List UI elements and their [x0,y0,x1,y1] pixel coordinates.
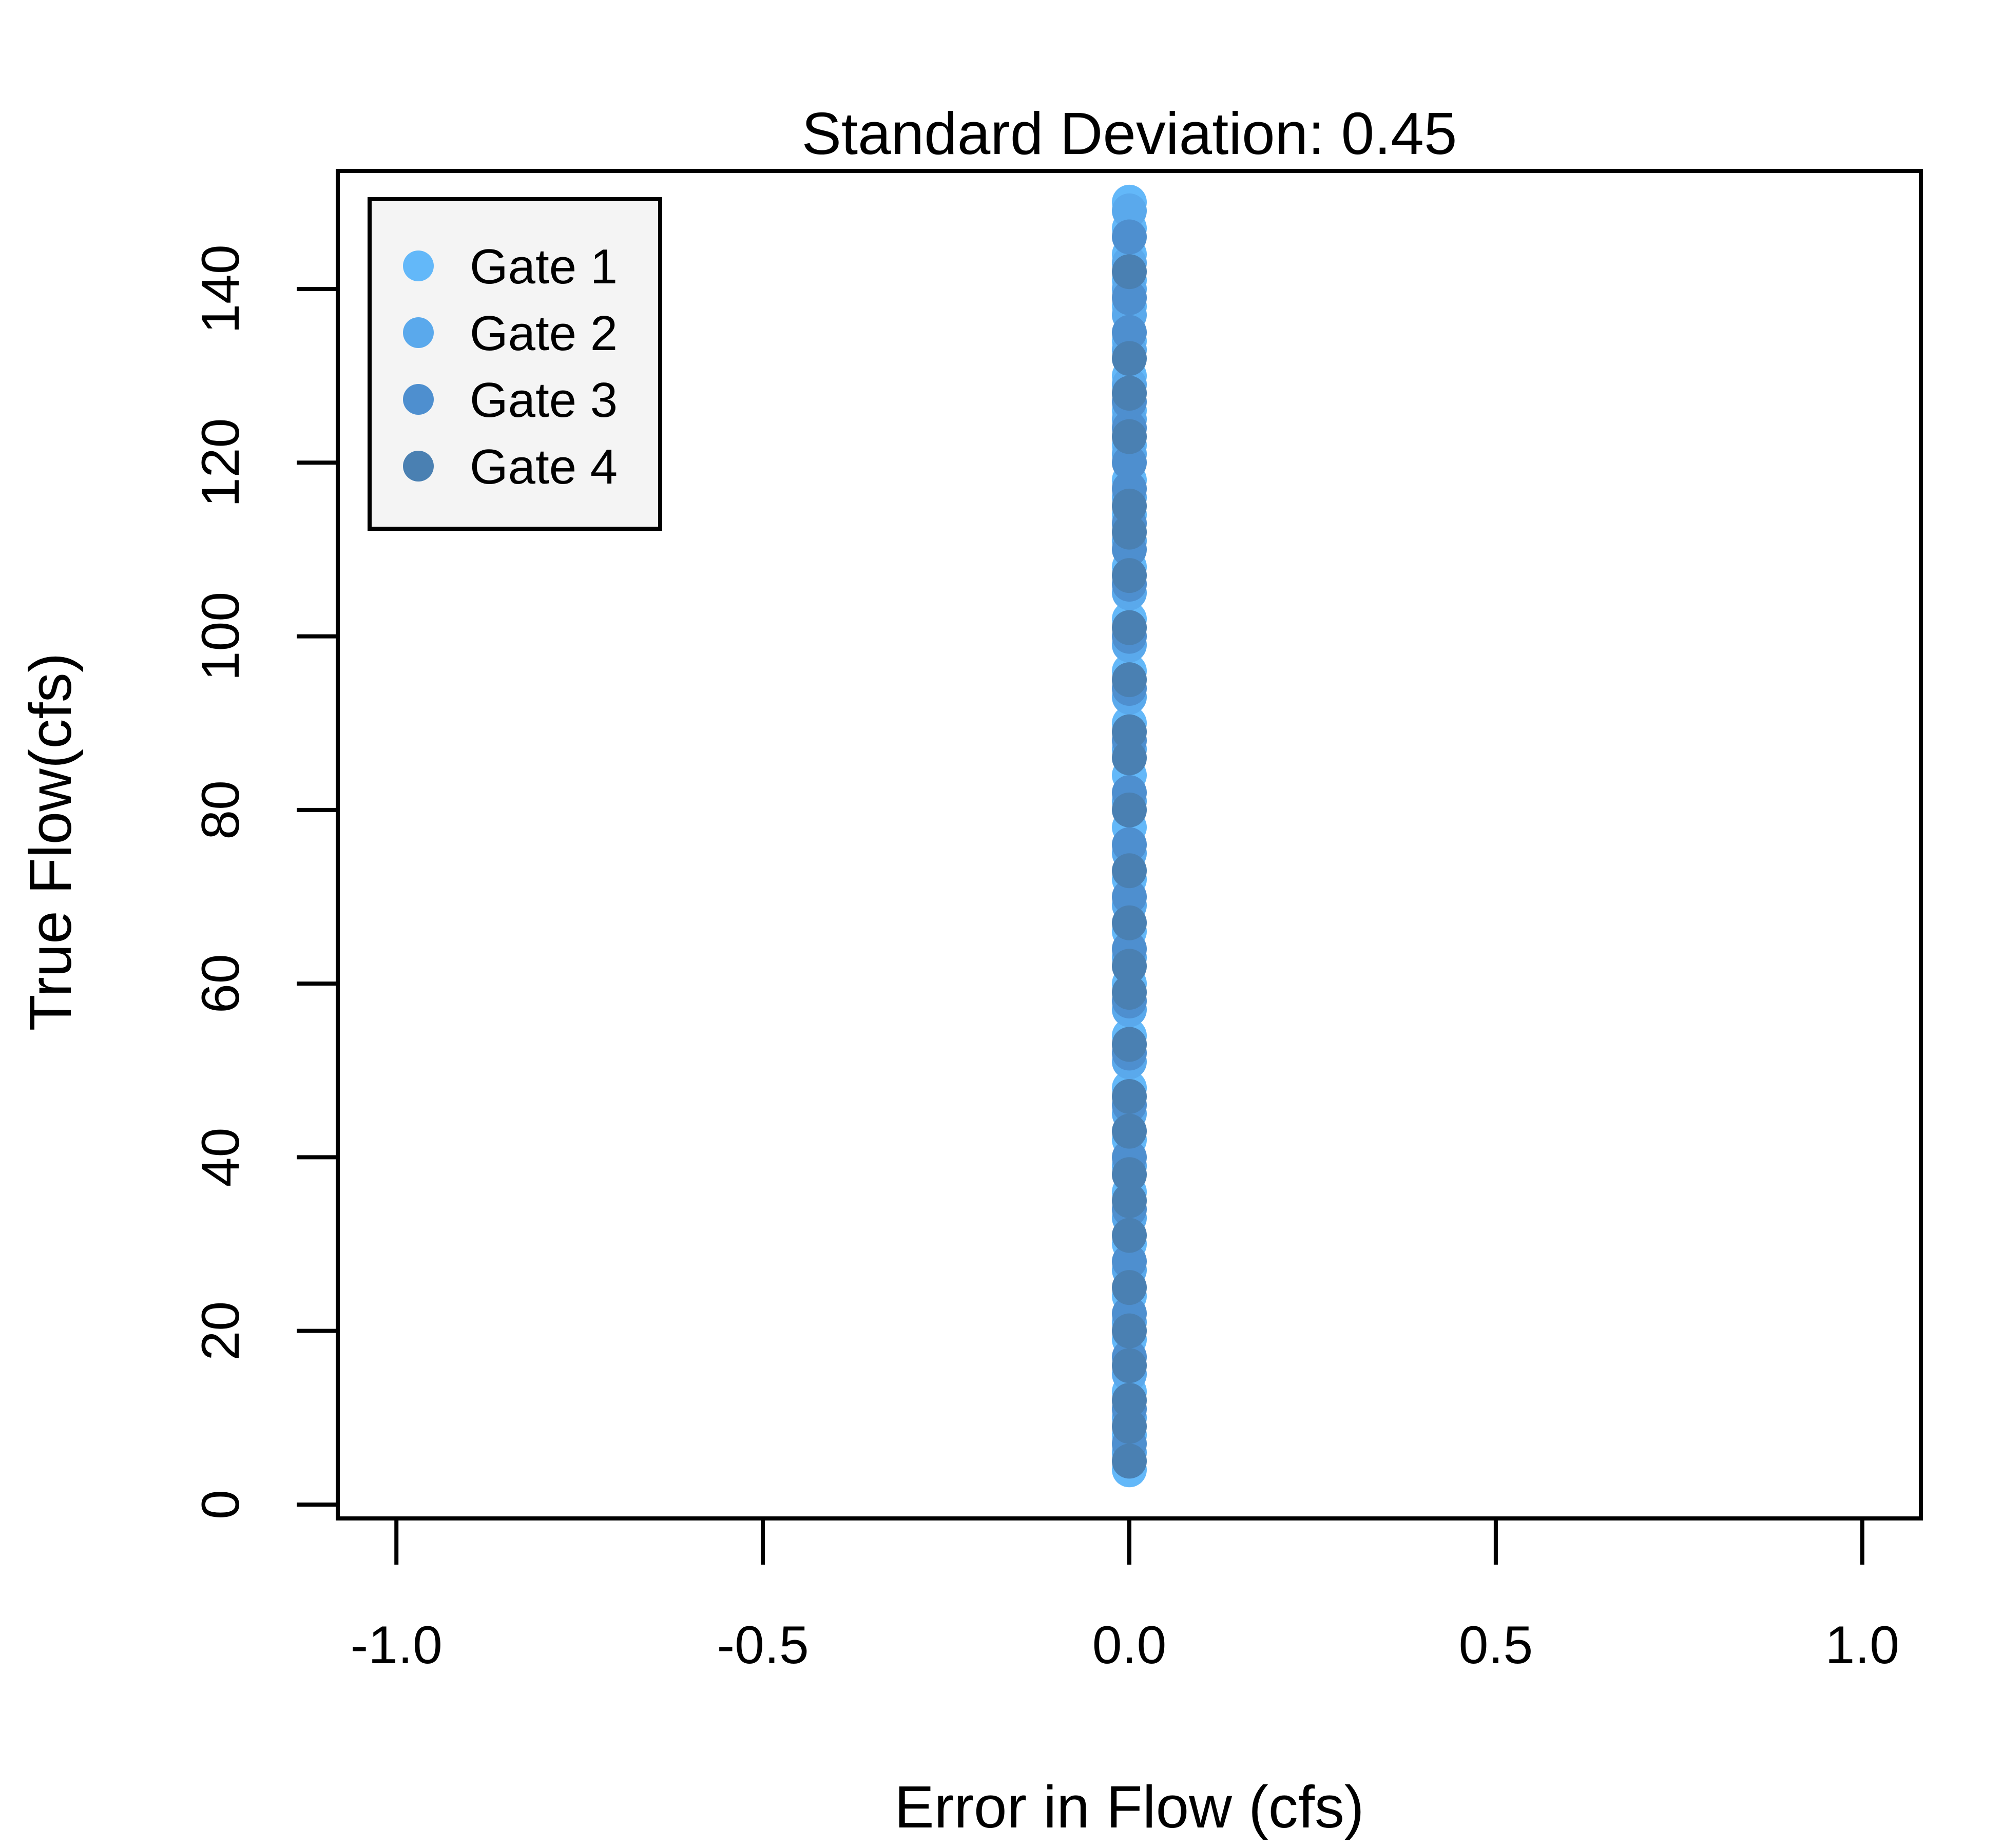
data-points [1112,184,1147,1488]
data-point [1112,1382,1147,1418]
y-tick-label: 60 [191,954,251,1013]
data-point [1112,1270,1147,1305]
legend-entry: Gate 2 [470,306,618,361]
data-point [1112,740,1147,776]
data-point [1112,1157,1147,1192]
legend-marker [403,451,434,482]
data-point [1112,315,1147,350]
data-point [1112,514,1147,550]
data-point [1112,1183,1147,1218]
data-point [1112,1409,1147,1444]
x-tick-label: 0.5 [1459,1615,1533,1675]
data-point [1112,1218,1147,1253]
data-point [1112,219,1147,255]
y-tick-label: 140 [191,244,251,334]
data-point [1112,714,1147,749]
data-point [1112,1313,1147,1349]
data-point [1112,610,1147,645]
y-tick-label: 80 [191,780,251,840]
x-tick-label: 0.0 [1092,1615,1167,1675]
legend: Gate 1 Gate 2 Gate 3 Gate 4 [368,197,662,531]
series-gate-4 [1112,254,1147,1479]
data-point [1112,1348,1147,1383]
data-point [1112,341,1147,376]
y-tick-label: 0 [191,1490,251,1519]
data-point [1112,975,1147,1010]
data-point [1112,558,1147,593]
legend-entry: Gate 3 [470,373,618,428]
y-axis-label: True Flow(cfs) [17,653,84,1031]
x-tick-label: -1.0 [351,1615,442,1675]
data-point [1112,1244,1147,1279]
data-point [1112,280,1147,315]
data-point [1112,445,1147,480]
data-point [1112,419,1147,454]
y-axis: 0 20 40 60 80 100 120 140 [191,244,340,1519]
data-point [1112,879,1147,914]
y-tick-label: 120 [191,418,251,508]
y-tick-label: 40 [191,1128,251,1187]
data-point [1112,1079,1147,1114]
legend-marker [403,251,434,281]
plot-frame [336,169,1923,1520]
data-point [1112,1027,1147,1062]
data-point [1112,792,1147,827]
legend-entry: Gate 4 [470,439,618,494]
x-axis: -1.0 -0.5 0.0 0.5 1.0 [351,1516,1899,1675]
x-tick-label: -0.5 [717,1615,809,1675]
data-point [1112,254,1147,290]
data-point [1112,375,1147,411]
legend-marker [403,317,434,348]
data-point [1112,662,1147,698]
legend-entry: Gate 1 [470,239,618,294]
data-point [1112,853,1147,889]
chart-title: Standard Deviation: 0.45 [802,100,1457,167]
y-tick-label: 100 [191,592,251,681]
data-point [1112,905,1147,940]
data-point [1112,193,1147,228]
legend-marker [403,384,434,415]
data-point [1112,1443,1147,1479]
data-point [1112,827,1147,862]
y-tick-label: 20 [191,1301,251,1361]
x-tick-label: 1.0 [1825,1615,1899,1675]
data-point [1112,488,1147,524]
data-point [1112,949,1147,984]
data-point [1112,1113,1147,1149]
x-axis-label: Error in Flow (cfs) [894,1774,1364,1840]
